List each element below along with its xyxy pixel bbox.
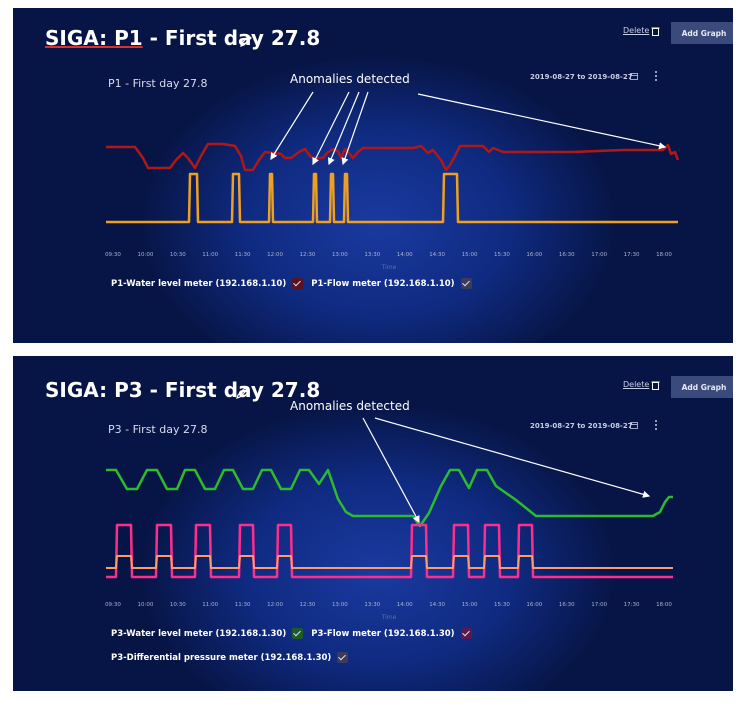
x-tick-label: 12:00 (267, 252, 283, 258)
x-tick-label: 15:00 (462, 252, 478, 258)
add-graph-button[interactable]: Add Graph (671, 376, 733, 398)
legend-toggle-checkbox[interactable] (292, 628, 304, 639)
series-line-differential-pressure (106, 555, 673, 569)
x-tick-label: 16:00 (526, 252, 542, 258)
edit-pencil-icon[interactable] (239, 34, 253, 48)
x-tick-label: 15:30 (494, 602, 510, 608)
x-axis-label: Time (381, 264, 397, 271)
legend-label: P3-Flow meter (192.168.1.30) (311, 628, 455, 639)
panel-title-rest: - First day 27.8 (142, 378, 321, 402)
chart-legend: P1-Water level meter (192.168.1.10) P1-F… (111, 278, 480, 289)
series-line-flow (106, 523, 673, 579)
annotation-arrow (417, 93, 667, 150)
x-tick-label: 11:30 (235, 252, 251, 258)
legend-label: P1-Water level meter (192.168.1.10) (111, 278, 287, 289)
x-tick-label: 09:30 (105, 602, 121, 608)
anomaly-annotation: Anomalies detected (290, 399, 410, 413)
calendar-icon[interactable] (630, 72, 638, 80)
x-axis-label: Time (381, 614, 397, 621)
x-tick-label: 12:00 (267, 602, 283, 608)
x-axis-ticks: 09:30 10:00 10:30 11:00 11:30 12:00 12:30 13:00… (105, 602, 672, 608)
x-tick-label: 14:00 (397, 252, 413, 258)
legend-toggle-checkbox[interactable] (337, 652, 349, 663)
calendar-icon[interactable] (630, 421, 638, 429)
delete-button[interactable]: Delete (623, 26, 650, 35)
x-tick-label: 18:00 (656, 602, 672, 608)
delete-button[interactable]: Delete (623, 380, 650, 389)
chart-title: P1 - First day 27.8 (108, 77, 208, 90)
legend-toggle-checkbox[interactable] (292, 278, 304, 289)
series-line-flow (106, 172, 678, 224)
annotation-arrow (327, 91, 360, 166)
x-tick-label: 12:30 (300, 252, 316, 258)
line-chart: 09:30 10:00 10:30 11:00 11:30 12:00 12:30 13:00… (105, 417, 673, 621)
x-tick-label: 11:30 (235, 602, 251, 608)
x-tick-label: 13:30 (364, 252, 380, 258)
x-tick-label: 11:00 (202, 252, 218, 258)
x-tick-label: 12:30 (300, 602, 316, 608)
background-glow (143, 58, 613, 343)
panel-title: SIGA: P3 - First day 27.8 (45, 378, 320, 402)
background-glow (143, 406, 613, 691)
panel-title-prefix: SIGA: P3 (45, 378, 143, 402)
x-tick-label: 13:00 (332, 602, 348, 608)
x-tick-label: 10:00 (137, 252, 153, 258)
dashboard-panel-p1: SIGA: P1 - First day 27.8 Delete Add Gra… (13, 8, 733, 343)
more-options-icon[interactable] (654, 419, 658, 431)
legend-label: P3-Water level meter (192.168.1.30) (111, 628, 287, 639)
x-tick-label: 09:30 (105, 252, 121, 258)
annotation-arrow (270, 91, 314, 161)
x-tick-label: 16:00 (526, 602, 542, 608)
x-tick-label: 17:30 (624, 252, 640, 258)
line-chart: 09:30 10:00 10:30 11:00 11:30 12:00 12:30 13:00… (105, 91, 680, 271)
series-line-water-level (106, 468, 673, 528)
annotation-arrow (312, 91, 350, 166)
anomaly-annotation: Anomalies detected (290, 72, 410, 86)
dashboard-panel-p3: SIGA: P3 - First day 27.8 Delete Add Gra… (13, 356, 733, 691)
x-tick-label: 14:00 (397, 602, 413, 608)
legend-label: P1-Flow meter (192.168.1.10) (311, 278, 455, 289)
panel-title-prefix: SIGA: P1 (45, 26, 143, 50)
x-tick-label: 15:00 (462, 602, 478, 608)
x-tick-label: 17:00 (591, 252, 607, 258)
annotation-arrow (341, 91, 369, 166)
trash-icon[interactable] (651, 380, 660, 390)
x-tick-label: 14:30 (429, 252, 445, 258)
date-range-picker[interactable]: 2019-08-27 to 2019-08-27 (530, 422, 633, 430)
x-tick-label: 11:00 (202, 602, 218, 608)
edit-pencil-icon[interactable] (235, 386, 249, 400)
legend-label: P3-Differential pressure meter (192.168.… (111, 652, 332, 663)
chart-legend: P3-Water level meter (192.168.1.30) P3-F… (111, 628, 480, 639)
x-tick-label: 10:30 (170, 252, 186, 258)
x-tick-label: 16:30 (559, 252, 575, 258)
annotation-arrow (362, 417, 420, 524)
series-line-water-level (106, 142, 680, 172)
x-tick-label: 17:00 (591, 602, 607, 608)
add-graph-button[interactable]: Add Graph (671, 22, 733, 44)
panel-title-rest: - First day 27.8 (142, 26, 321, 50)
x-tick-label: 15:30 (494, 252, 510, 258)
x-tick-label: 18:00 (656, 252, 672, 258)
panel-title: SIGA: P1 - First day 27.8 (45, 26, 320, 50)
x-tick-label: 16:30 (559, 602, 575, 608)
date-range-picker[interactable]: 2019-08-27 to 2019-08-27 (530, 73, 633, 81)
x-tick-label: 10:00 (137, 602, 153, 608)
x-tick-label: 10:30 (170, 602, 186, 608)
x-tick-label: 13:00 (332, 252, 348, 258)
legend-toggle-checkbox[interactable] (460, 278, 472, 289)
x-tick-label: 13:30 (364, 602, 380, 608)
legend-toggle-checkbox[interactable] (460, 628, 472, 639)
x-tick-label: 17:30 (624, 602, 640, 608)
annotation-arrow (374, 417, 651, 498)
more-options-icon[interactable] (654, 70, 658, 82)
x-tick-label: 14:30 (429, 602, 445, 608)
x-axis-ticks: 09:30 10:00 10:30 11:00 11:30 12:00 12:30 13:00… (105, 252, 672, 258)
chart-title: P3 - First day 27.8 (108, 423, 208, 436)
trash-icon[interactable] (651, 26, 660, 36)
chart-legend-row-2: P3-Differential pressure meter (192.168.… (111, 652, 356, 663)
